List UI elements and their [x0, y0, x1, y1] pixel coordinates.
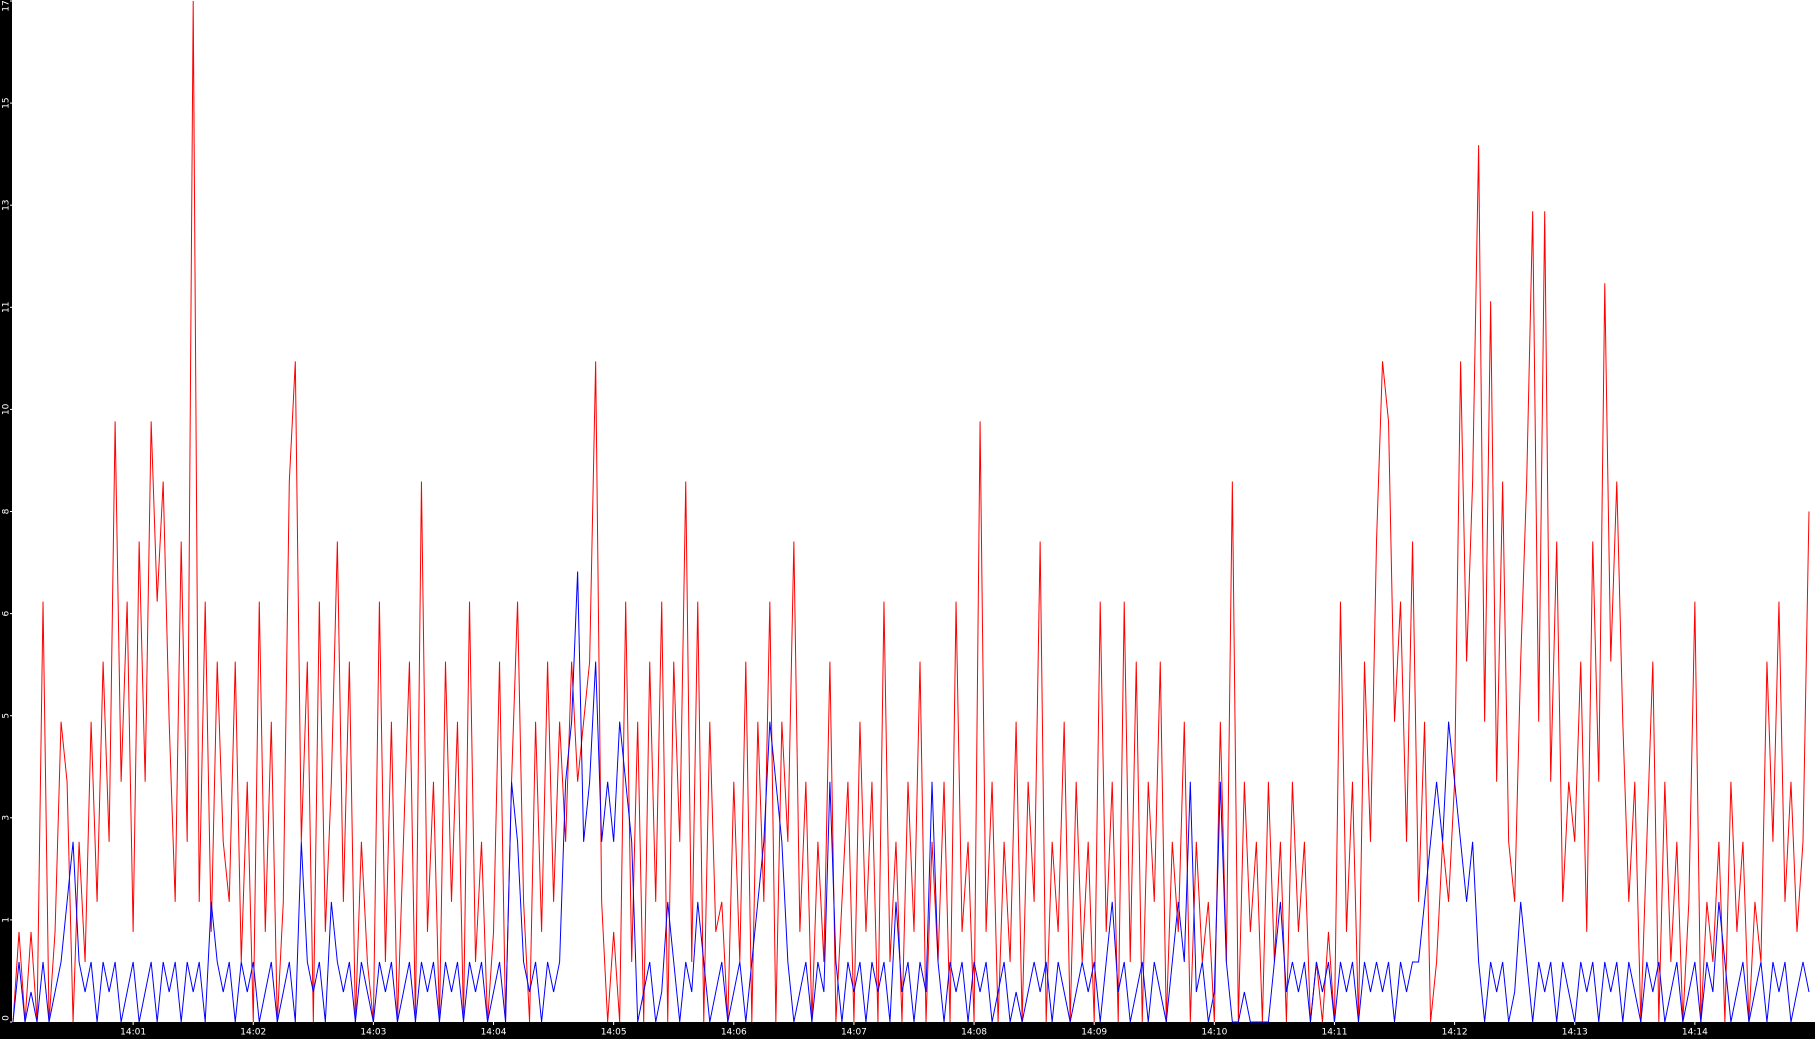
x-tick-label: 14:02 [240, 1028, 266, 1038]
y-tick-label: 15 [2, 97, 12, 108]
x-tick-label: 14:08 [961, 1028, 987, 1038]
x-tick-label: 14:11 [1321, 1028, 1347, 1038]
x-tick-label: 14:05 [601, 1028, 627, 1038]
y-tick-label: 3 [2, 815, 12, 821]
y-tick-label: 0 [2, 1015, 12, 1021]
series-line [12, 0, 1810, 1023]
x-tick-label: 14:03 [360, 1028, 386, 1038]
x-tick-label: 14:14 [1682, 1028, 1708, 1038]
y-tick-label: 6 [2, 610, 12, 616]
y-axis-strip [0, 0, 12, 1039]
x-tick-label: 14:09 [1081, 1028, 1107, 1038]
x-tick-label: 14:06 [721, 1028, 747, 1038]
x-axis-strip [0, 1022, 1815, 1039]
x-tick-label: 14:04 [481, 1028, 507, 1038]
y-tick-label: 5 [2, 713, 12, 719]
y-tick-label: 10 [2, 403, 12, 415]
x-tick-label: 14:01 [120, 1028, 146, 1038]
y-tick-label: 1 [2, 917, 12, 923]
x-tick-label: 14:10 [1201, 1028, 1227, 1038]
y-tick-label: 17 [2, 0, 12, 11]
x-tick-label: 14:13 [1562, 1028, 1588, 1038]
x-tick-label: 14:07 [841, 1028, 867, 1038]
series-line [12, 571, 1810, 1023]
y-tick-label: 11 [2, 302, 12, 313]
y-tick-label: 8 [2, 508, 12, 514]
y-tick-label: 13 [2, 199, 12, 210]
x-tick-label: 14:12 [1442, 1028, 1468, 1038]
